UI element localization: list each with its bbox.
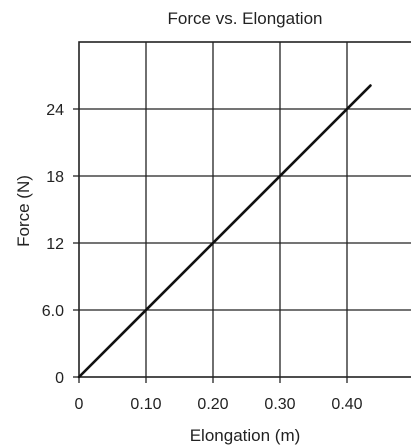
x-tick-label: 0.10 [130,396,161,413]
x-tick-label: 0.30 [264,396,295,413]
chart-title: Force vs. Elongation [168,9,323,28]
plot-frame [78,41,411,378]
y-tick-label: 6.0 [42,303,64,320]
x-tick-labels: 0 0.10 0.20 0.30 0.40 [75,396,363,413]
y-tick-labels: 0 6.0 12 18 24 [42,102,64,387]
x-tick-label: 0.20 [197,396,228,413]
y-axis-label: Force (N) [14,175,33,247]
y-tick-label: 18 [46,169,64,186]
x-axis-label: Elongation (m) [190,426,301,445]
grid [79,42,411,377]
series-line [77,84,372,379]
y-tick-label: 12 [46,236,64,253]
tick-marks [73,108,348,383]
series-layer [77,84,372,379]
x-tick-label: 0 [75,396,84,413]
y-tick-label: 0 [55,370,64,387]
x-tick-label: 0.40 [331,396,362,413]
y-tick-label: 24 [46,102,64,119]
